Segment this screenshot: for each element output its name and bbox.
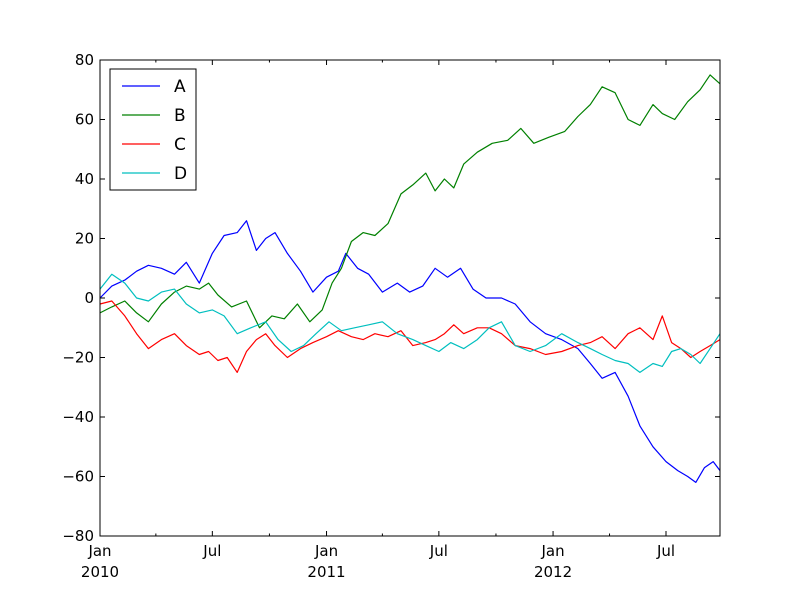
x-tick-label: Jan — [87, 542, 111, 560]
x-tick-label: Jul — [429, 542, 448, 560]
x-axis: Jan 2010 Jul Jan 2011 Jul Jan 2012 Jul — [81, 60, 675, 581]
x-tick-label: Jan — [540, 542, 564, 560]
series-line-c — [99, 300, 721, 373]
y-tick-label: −80 — [62, 527, 94, 545]
x-tick-label: Jan — [314, 542, 338, 560]
y-tick-label: −20 — [62, 349, 94, 367]
y-tick-label: −60 — [62, 468, 94, 486]
y-tick-label: −40 — [62, 408, 94, 426]
y-tick-label: 20 — [75, 230, 94, 248]
x-tick-label: Jul — [656, 542, 675, 560]
y-tick-label: 0 — [84, 289, 94, 307]
x-tick-label: Jul — [202, 542, 221, 560]
y-tick-label: 80 — [75, 51, 94, 69]
legend-label-d: D — [174, 164, 187, 184]
legend-label-a: A — [174, 77, 186, 97]
series-line-a — [99, 220, 721, 483]
x-tick-year-label: 2012 — [534, 563, 572, 581]
series-line-d — [99, 273, 721, 373]
x-tick-year-label: 2011 — [307, 563, 345, 581]
legend-box — [109, 68, 197, 191]
y-tick-label: 60 — [75, 111, 94, 129]
series-line-b — [99, 74, 721, 329]
x-tick-year-label: 2010 — [81, 563, 119, 581]
y-tick-label: 40 — [75, 170, 94, 188]
y-axis: −80 −60 −40 −20 0 20 40 60 80 — [62, 51, 720, 545]
legend-label-c: C — [174, 135, 186, 155]
series-layer — [99, 74, 721, 483]
legend-label-b: B — [174, 106, 186, 126]
